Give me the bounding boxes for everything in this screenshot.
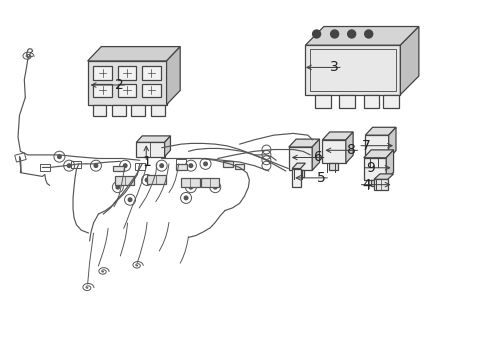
Circle shape — [159, 163, 164, 168]
Polygon shape — [329, 163, 337, 170]
Text: 6: 6 — [313, 150, 322, 165]
Circle shape — [364, 30, 372, 38]
Polygon shape — [131, 105, 145, 116]
Polygon shape — [87, 46, 180, 61]
Polygon shape — [115, 176, 134, 185]
Circle shape — [312, 30, 320, 38]
Polygon shape — [164, 136, 170, 157]
Circle shape — [183, 195, 188, 201]
Bar — [176, 159, 186, 166]
Text: 2: 2 — [115, 78, 123, 92]
Polygon shape — [222, 161, 233, 167]
Text: 9: 9 — [365, 161, 374, 175]
Polygon shape — [305, 27, 418, 45]
Polygon shape — [292, 168, 300, 187]
Circle shape — [188, 163, 193, 168]
Polygon shape — [136, 136, 170, 142]
Polygon shape — [292, 163, 305, 168]
Circle shape — [127, 197, 132, 202]
Polygon shape — [147, 175, 165, 184]
Polygon shape — [142, 84, 161, 97]
Polygon shape — [386, 150, 393, 180]
Bar — [135, 163, 144, 170]
Polygon shape — [365, 135, 388, 158]
Polygon shape — [345, 132, 352, 163]
Polygon shape — [288, 147, 311, 170]
Polygon shape — [388, 127, 395, 158]
Polygon shape — [142, 66, 161, 80]
Polygon shape — [311, 139, 319, 170]
Polygon shape — [92, 105, 106, 116]
Polygon shape — [200, 178, 219, 187]
Text: 7: 7 — [362, 139, 370, 153]
Bar — [40, 164, 50, 171]
Polygon shape — [181, 178, 199, 187]
Polygon shape — [314, 95, 330, 108]
Circle shape — [347, 30, 355, 38]
Polygon shape — [371, 158, 380, 165]
Polygon shape — [176, 164, 186, 170]
Polygon shape — [136, 142, 164, 157]
Text: 5: 5 — [317, 171, 325, 185]
Polygon shape — [151, 105, 164, 116]
Polygon shape — [118, 84, 136, 97]
Polygon shape — [370, 180, 378, 186]
Text: 4: 4 — [362, 178, 371, 192]
Circle shape — [66, 163, 71, 168]
Polygon shape — [166, 46, 180, 105]
Polygon shape — [305, 45, 400, 95]
Circle shape — [188, 185, 193, 190]
Bar — [15, 153, 26, 162]
Polygon shape — [93, 84, 112, 97]
Circle shape — [144, 177, 149, 183]
Polygon shape — [365, 127, 395, 135]
Circle shape — [330, 30, 338, 38]
Polygon shape — [87, 61, 166, 105]
Polygon shape — [234, 164, 244, 169]
Polygon shape — [288, 139, 319, 147]
Polygon shape — [383, 95, 398, 108]
Circle shape — [203, 161, 207, 166]
Polygon shape — [373, 179, 387, 190]
Polygon shape — [339, 95, 354, 108]
Polygon shape — [363, 158, 386, 180]
Polygon shape — [322, 132, 352, 140]
Polygon shape — [400, 27, 418, 95]
Circle shape — [122, 163, 127, 168]
Polygon shape — [373, 174, 393, 179]
Bar — [71, 161, 81, 168]
Circle shape — [212, 185, 217, 190]
Polygon shape — [295, 170, 304, 177]
Text: 1: 1 — [142, 155, 151, 169]
Text: 8: 8 — [346, 143, 356, 157]
Text: 3: 3 — [329, 60, 338, 75]
Polygon shape — [363, 150, 393, 158]
Polygon shape — [363, 95, 379, 108]
Circle shape — [57, 154, 62, 159]
Circle shape — [93, 163, 98, 168]
Polygon shape — [113, 166, 123, 171]
Polygon shape — [118, 66, 136, 80]
Polygon shape — [112, 105, 125, 116]
Polygon shape — [322, 140, 345, 163]
Circle shape — [115, 185, 120, 190]
Polygon shape — [93, 66, 112, 80]
